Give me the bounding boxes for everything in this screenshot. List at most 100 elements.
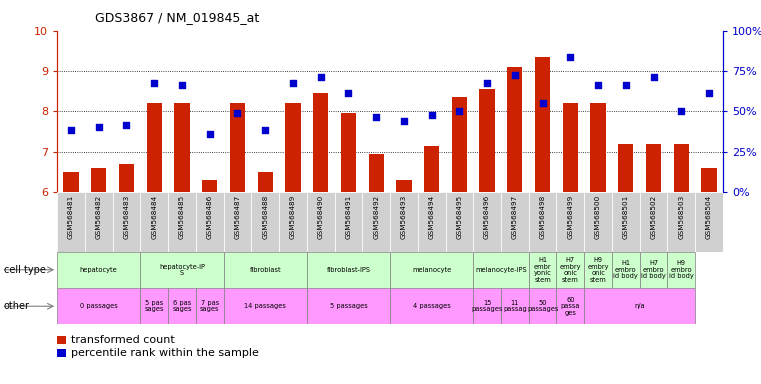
Text: 6 pas
sages: 6 pas sages [172,300,192,313]
Text: H9
embry
onic
stem: H9 embry onic stem [587,257,609,283]
Bar [473,288,501,324]
Bar [640,252,667,288]
Bar [140,252,224,288]
Bar [230,103,245,192]
Bar [224,192,251,252]
Bar [591,103,606,192]
Bar [174,103,189,192]
Bar [279,192,307,252]
Text: GSM568489: GSM568489 [290,195,296,239]
Text: GSM568501: GSM568501 [622,195,629,239]
Text: H7
embry
onic
stem: H7 embry onic stem [559,257,581,283]
Point [93,124,105,131]
Bar [529,252,556,288]
Bar [390,192,418,252]
Bar [196,288,224,324]
Point [425,112,438,118]
Bar [612,252,640,288]
Point [564,54,576,60]
Bar [113,192,140,252]
Bar [368,154,384,192]
Bar [202,180,218,192]
Bar [224,252,307,288]
Bar [84,192,113,252]
Point [176,82,188,88]
Bar [556,192,584,252]
Text: GSM568484: GSM568484 [151,195,158,239]
Bar [307,252,390,288]
Bar [452,97,467,192]
Bar [140,288,168,324]
Text: GDS3867 / NM_019845_at: GDS3867 / NM_019845_at [95,12,260,25]
Text: GSM568502: GSM568502 [651,195,657,239]
Bar [251,192,279,252]
Bar [119,164,134,192]
Bar [390,252,473,288]
Text: fibroblast: fibroblast [250,267,281,273]
Text: GSM568487: GSM568487 [234,195,240,239]
Bar [313,93,328,192]
Bar [63,172,78,192]
Bar [584,288,696,324]
Point [481,80,493,86]
Text: GSM568494: GSM568494 [428,195,435,239]
Bar [473,252,529,288]
Text: hepatocyte-iP
S: hepatocyte-iP S [159,263,205,276]
Bar [501,288,529,324]
Point [648,74,660,80]
Bar [667,192,696,252]
Bar [57,336,66,344]
Text: GSM568490: GSM568490 [317,195,323,239]
Text: GSM568504: GSM568504 [706,195,712,239]
Text: GSM568493: GSM568493 [401,195,407,239]
Text: GSM568498: GSM568498 [540,195,546,239]
Text: fibroblast-IPS: fibroblast-IPS [326,267,371,273]
Text: 5 passages: 5 passages [330,303,368,309]
Text: percentile rank within the sample: percentile rank within the sample [71,348,259,358]
Point [65,126,77,132]
Text: 15
passages: 15 passages [471,300,503,313]
Bar [257,172,272,192]
Point [259,126,271,132]
Bar [418,192,445,252]
Bar [612,192,640,252]
Text: hepatocyte: hepatocyte [80,267,117,273]
Bar [307,288,390,324]
Bar [584,252,612,288]
Bar [696,192,723,252]
Bar [390,288,473,324]
Point [398,118,410,124]
Bar [196,192,224,252]
Text: GSM568481: GSM568481 [68,195,74,239]
Text: GSM568482: GSM568482 [96,195,102,239]
Point [231,110,244,116]
Point [592,82,604,88]
Text: 14 passages: 14 passages [244,303,286,309]
Bar [479,89,495,192]
Point [370,114,382,121]
Bar [57,349,66,357]
Bar [224,288,307,324]
Text: GSM568495: GSM568495 [457,195,463,239]
Point [703,90,715,96]
Text: GSM568483: GSM568483 [123,195,129,239]
Bar [147,103,162,192]
Bar [529,192,556,252]
Bar [341,113,356,192]
Bar [335,192,362,252]
Bar [673,144,689,192]
Text: GSM568496: GSM568496 [484,195,490,239]
Bar [646,144,661,192]
Text: melanocyte-IPS: melanocyte-IPS [475,267,527,273]
Text: 7 pas
sages: 7 pas sages [200,300,219,313]
Point [120,122,132,129]
Bar [140,192,168,252]
Point [509,72,521,78]
Text: 11
passag: 11 passag [503,300,527,313]
Text: H9
embro
id body: H9 embro id body [669,260,694,279]
Text: 60
passa
ges: 60 passa ges [561,297,580,316]
Point [148,80,161,86]
Point [675,108,687,114]
Bar [57,192,84,252]
Text: 50
passages: 50 passages [527,300,559,313]
